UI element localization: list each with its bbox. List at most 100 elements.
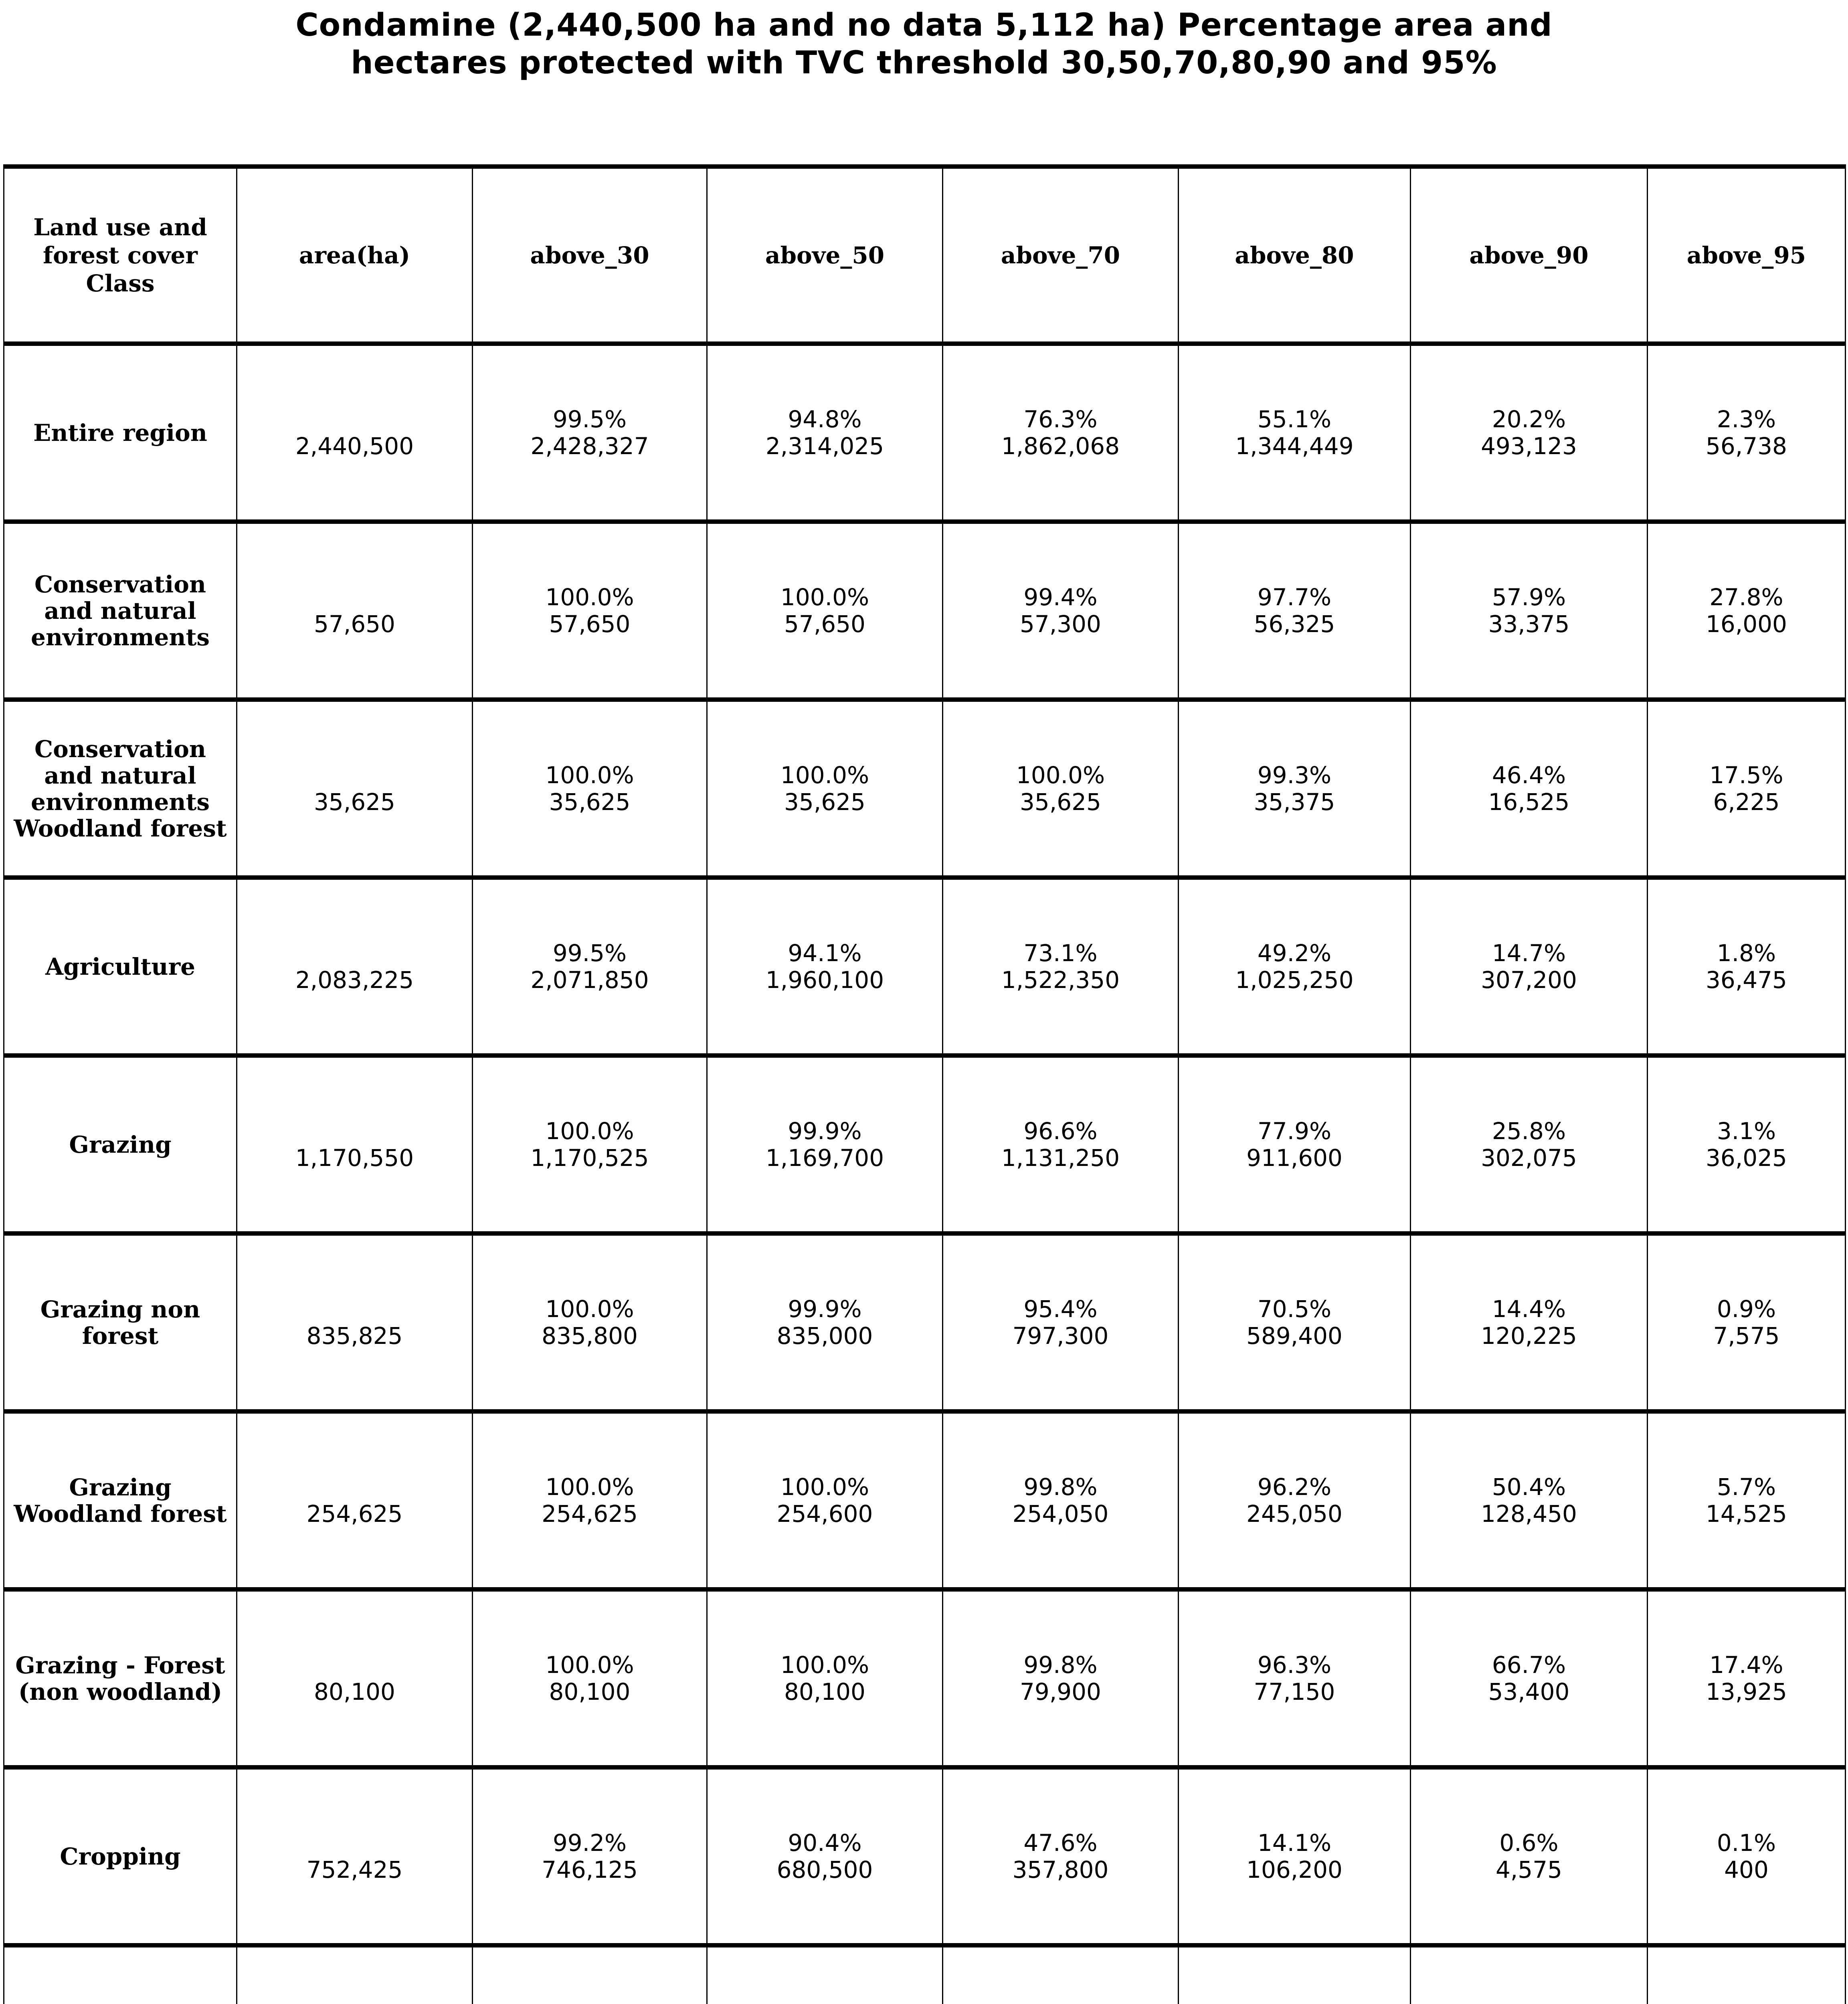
- threshold-cell: 100.0% 80,100: [706, 1587, 943, 1768]
- threshold-cell: 47.6% 357,800: [942, 1765, 1179, 1945]
- threshold-cell: 14.1% 106,200: [1178, 1765, 1411, 1945]
- hectares-value: 35,625: [1020, 788, 1101, 816]
- row-label: Agriculture: [3, 875, 237, 1056]
- percent-value: 99.8%: [1023, 1473, 1098, 1501]
- hectares-value: 589,400: [1246, 1322, 1343, 1349]
- threshold-cell: 96.8%154,925: [472, 1943, 708, 2004]
- col-header-above-90: above_90: [1410, 164, 1648, 344]
- percent-value: 99.5%: [552, 939, 627, 967]
- hectares-value: 7,575: [1713, 1322, 1780, 1349]
- hectares-value: 6,225: [1713, 788, 1780, 816]
- spacer: [241, 1830, 468, 1857]
- threshold-cell: 100.0% 254,600: [706, 1409, 943, 1590]
- threshold-cell: 14.7% 307,200: [1410, 875, 1648, 1056]
- hectares-value: 1,170,525: [530, 1144, 649, 1172]
- spacer: [241, 1296, 468, 1323]
- area-value: 35,625: [314, 788, 395, 816]
- row-label: Irrigation: [3, 1943, 237, 2004]
- hectares-value: 14,525: [1706, 1500, 1787, 1527]
- hectares-value: 4,575: [1495, 1856, 1563, 1883]
- threshold-cell: 66.7% 53,400: [1410, 1587, 1648, 1768]
- threshold-cell: 0.3%525: [1410, 1943, 1648, 2004]
- table-row: Cropping 752,425 99.2% 746,125 90.4% 680,500…: [3, 1765, 1846, 1945]
- area-cell: 35,625: [236, 697, 473, 878]
- hectares-value: 53,400: [1488, 1678, 1570, 1705]
- threshold-cell: 0.6% 4,575: [1410, 1765, 1648, 1945]
- percent-value: 2.3%: [1717, 405, 1776, 433]
- threshold-cell: 96.6% 1,131,250: [942, 1053, 1179, 1234]
- hectares-value: 1,344,449: [1235, 432, 1354, 460]
- percent-value: 1.8%: [1717, 939, 1776, 967]
- threshold-cell: 99.2% 746,125: [472, 1765, 708, 1945]
- threshold-cell: 3.1% 36,025: [1647, 1053, 1846, 1234]
- hectares-value: 35,625: [784, 788, 865, 816]
- percent-value: 100.0%: [545, 1651, 634, 1679]
- area-value: 1,170,550: [295, 1144, 414, 1172]
- hectares-value: 493,123: [1481, 432, 1577, 460]
- threshold-cell: 94.8% 2,314,025: [706, 341, 943, 522]
- percent-value: 66.7%: [1492, 1651, 1566, 1679]
- hectares-value: 307,200: [1481, 966, 1577, 994]
- threshold-cell: 27.8% 16,000: [1647, 519, 1846, 700]
- area-cell: 254,625: [236, 1409, 473, 1590]
- spacer: [241, 1118, 468, 1145]
- threshold-cell: 99.8% 254,050: [942, 1409, 1179, 1590]
- hectares-value: 1,862,068: [1001, 432, 1120, 460]
- spacer: [241, 584, 468, 611]
- page-title: Condamine (2,440,500 ha and no data 5,11…: [0, 0, 1848, 82]
- hectares-value: 36,475: [1706, 966, 1787, 994]
- threshold-cell: 100.0% 254,625: [472, 1409, 708, 1590]
- percent-value: 14.7%: [1492, 939, 1566, 967]
- threshold-cell: 99.5% 2,071,850: [472, 875, 708, 1056]
- threshold-cell: 100.0% 80,100: [472, 1587, 708, 1768]
- col-header-above-30: above_30: [472, 164, 708, 344]
- percent-value: 100.0%: [545, 1295, 634, 1323]
- hectares-value: 245,050: [1246, 1500, 1343, 1527]
- hectares-value: 33,375: [1488, 610, 1570, 638]
- table-row: Grazing - Forest (non woodland) 80,100 10…: [3, 1587, 1846, 1768]
- threshold-cell: 5.7% 14,525: [1647, 1409, 1846, 1590]
- threshold-cell: 20.2% 493,123: [1410, 341, 1648, 522]
- col-header-landuse-class: Land use and forest cover Class: [3, 164, 237, 344]
- threshold-cell: 100.0% 1,170,525: [472, 1053, 708, 1234]
- percent-value: 96.2%: [1257, 1473, 1332, 1501]
- table-row: Grazing 1,170,550 100.0% 1,170,525 99.9% 1,1…: [3, 1053, 1846, 1234]
- area-cell: 57,650: [236, 519, 473, 700]
- threshold-cell: 70.5% 589,400: [1178, 1231, 1411, 1412]
- hectares-value: 1,960,100: [765, 966, 884, 994]
- hectares-value: 357,800: [1012, 1856, 1109, 1883]
- hectares-value: 911,600: [1246, 1144, 1343, 1172]
- threshold-cell: 76.3% 1,862,068: [942, 341, 1179, 522]
- percent-value: 49.2%: [1257, 939, 1332, 967]
- percent-value: 94.8%: [788, 405, 862, 433]
- table-row: Conservation and natural environments Wo…: [3, 697, 1846, 878]
- spacer: [241, 940, 468, 967]
- threshold-cell: 99.9% 835,000: [706, 1231, 943, 1412]
- row-label: Grazing non forest: [3, 1231, 237, 1412]
- percent-value: 0.6%: [1499, 1829, 1559, 1857]
- spacer: [241, 1474, 468, 1501]
- hectares-value: 128,450: [1481, 1500, 1577, 1527]
- percent-value: 55.1%: [1257, 405, 1332, 433]
- percent-value: 25.8%: [1492, 1117, 1566, 1145]
- threshold-cell: 49.2% 1,025,250: [1178, 875, 1411, 1056]
- threshold-cell: 2.3% 56,738: [1647, 341, 1846, 522]
- col-header-above-50: above_50: [706, 164, 943, 344]
- threshold-cell: 100.0% 35,625: [942, 697, 1179, 878]
- hectares-value: 16,000: [1706, 610, 1787, 638]
- percent-value: 100.0%: [780, 761, 869, 789]
- percent-value: 100.0%: [545, 1473, 634, 1501]
- threshold-cell: 1.8% 36,475: [1647, 875, 1846, 1056]
- threshold-cell: 90.4% 680,500: [706, 1765, 943, 1945]
- table-row: Grazing non forest 835,825 100.0% 835,800 9…: [3, 1231, 1846, 1412]
- hectares-value: 1,169,700: [765, 1144, 884, 1172]
- hectares-value: 80,100: [549, 1678, 631, 1705]
- table-row: Conservation and natural environments 57…: [3, 519, 1846, 700]
- threshold-cell: 46.4% 16,525: [1410, 697, 1648, 878]
- area-cell: 752,425: [236, 1765, 473, 1945]
- threshold-cell: 96.3% 77,150: [1178, 1587, 1411, 1768]
- percent-value: 96.6%: [1023, 1117, 1098, 1145]
- row-label: Conservation and natural environments Wo…: [3, 697, 237, 878]
- percent-value: 20.2%: [1492, 405, 1566, 433]
